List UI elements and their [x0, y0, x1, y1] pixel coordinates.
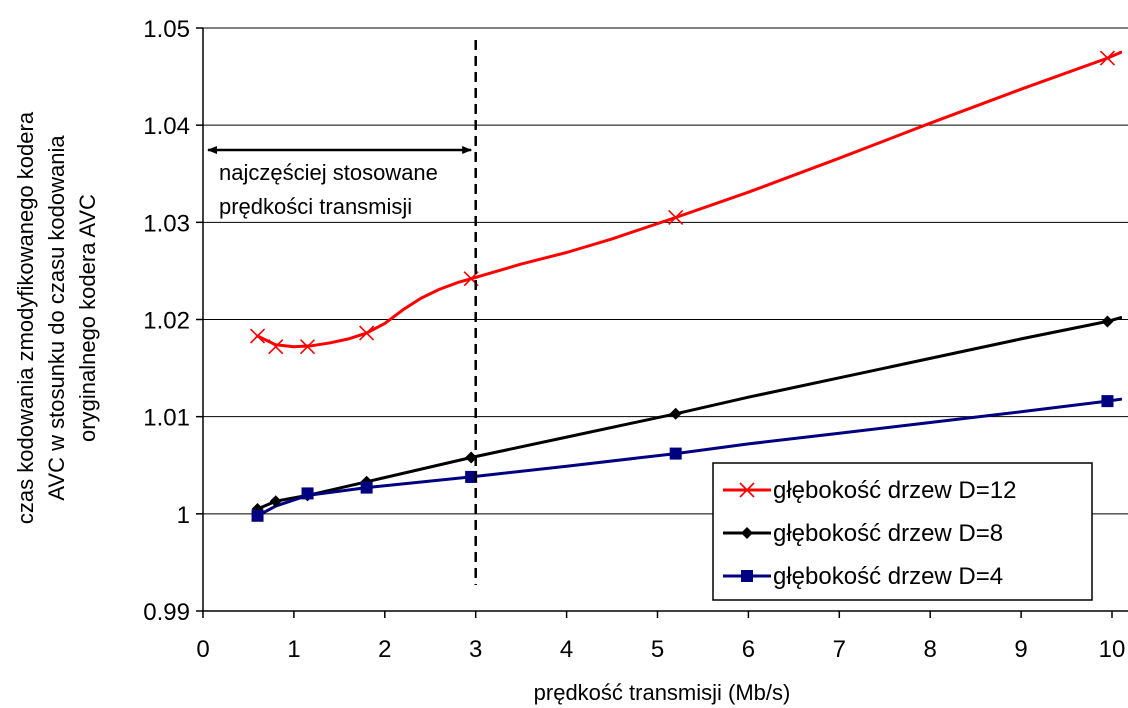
annotation-layer	[207, 40, 477, 585]
data-point-square-marker	[251, 509, 264, 522]
range-annotation-line-1: najczęściej stosowane	[219, 160, 438, 185]
data-point-square-marker	[360, 481, 373, 494]
data-point-diamond-marker	[669, 407, 682, 420]
y-axis-title-line-1: czas kodowania zmodyfikowanego kodera	[13, 111, 38, 524]
x-tick-label: 1	[287, 636, 300, 663]
x-tick-label: 3	[469, 636, 482, 663]
legend-swatches	[723, 482, 771, 582]
data-point-x-marker	[268, 339, 284, 355]
x-tick-labels: 0 1 2 3 4 5 6 7 8 9 10	[196, 636, 1125, 663]
data-point-square-marker	[301, 487, 314, 500]
data-point-x-marker	[299, 339, 316, 355]
y-axis-title: czas kodowania zmodyfikowanego kodera AV…	[13, 111, 100, 524]
data-point-square-marker	[669, 447, 682, 460]
data-point-square-marker	[1101, 395, 1114, 408]
y-tick-label: 1.05	[143, 16, 190, 43]
y-tick-label: 0.99	[143, 599, 190, 626]
data-point-x-marker	[1099, 50, 1116, 66]
y-tick-label: 1	[177, 502, 190, 529]
data-point-diamond-marker	[741, 527, 753, 539]
data-point-x-marker	[668, 209, 684, 226]
legend: głębokość drzew D=12 głębokość drzew D=8…	[712, 462, 1093, 601]
data-point-diamond-marker	[1101, 315, 1114, 328]
x-tick-label: 5	[651, 636, 664, 663]
x-tick-label: 4	[560, 636, 573, 663]
y-tick-label: 1.01	[143, 405, 190, 432]
data-point-diamond-marker	[269, 495, 282, 508]
x-tick-label: 10	[1099, 636, 1126, 663]
series-line-0	[256, 50, 1122, 349]
legend-box	[712, 462, 1093, 601]
y-axis-title-line-2: AVC w stosunku do czasu kodowania	[44, 135, 69, 501]
y-tick-label: 1.03	[143, 210, 190, 237]
y-tick-label: 1.04	[143, 113, 190, 140]
x-tick-label: 8	[924, 636, 937, 663]
x-tick-label: 0	[196, 636, 209, 663]
y-tick-labels: 0.99 1 1.01 1.02 1.03 1.04 1.05	[143, 16, 190, 626]
data-point-x-marker	[739, 482, 755, 498]
data-point-x-marker	[249, 328, 266, 344]
data-point-diamond-marker	[465, 451, 478, 464]
data-point-square-marker	[741, 570, 753, 582]
legend-label-d8: głębokość drzew D=8	[773, 520, 1003, 547]
x-tick-label: 7	[833, 636, 846, 663]
range-annotation-line-2: prędkości transmisji	[219, 194, 412, 219]
x-tick-label: 2	[378, 636, 391, 663]
y-tick-label: 1.02	[143, 308, 190, 335]
axes	[196, 27, 1128, 618]
series-layer	[256, 50, 1122, 518]
legend-label-d4: głębokość drzew D=4	[773, 563, 1003, 590]
marker-layer	[249, 50, 1116, 522]
x-tick-label: 9	[1014, 636, 1027, 663]
legend-label-d12: głębokość drzew D=12	[773, 477, 1016, 504]
data-point-square-marker	[465, 470, 478, 483]
data-point-x-marker	[359, 325, 375, 341]
x-tick-label: 6	[742, 636, 755, 663]
y-axis-title-line-3: oryginalnego kodera AVC	[75, 194, 100, 442]
x-axis-title: prędkość transmisji (Mb/s)	[534, 680, 791, 705]
